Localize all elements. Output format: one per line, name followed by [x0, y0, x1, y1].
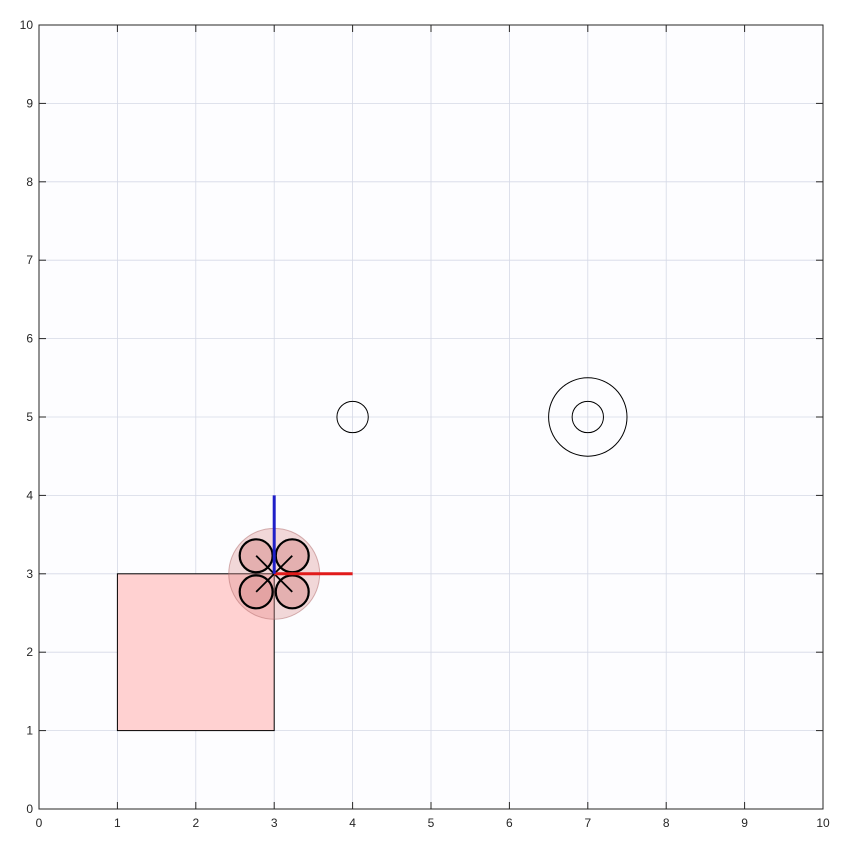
y-tick-label-2: 2: [26, 645, 33, 659]
y-tick-label-3: 3: [26, 567, 33, 581]
y-tick-label-10: 10: [20, 18, 34, 32]
y-tick-label-8: 8: [26, 175, 33, 189]
x-tick-label-2: 2: [192, 816, 199, 830]
y-tick-label-5: 5: [26, 410, 33, 424]
labels-layer: 0 1 2 3 4 5 6 7 8 9 10 0 1 2 3 4 5 6 7 8 9 10: [20, 18, 830, 830]
y-tick-label-6: 6: [26, 332, 33, 346]
x-tick-label-5: 5: [428, 816, 435, 830]
target-circle-3: [571, 400, 604, 434]
ticks-layer: [38, 24, 824, 810]
y-tick-label-9: 9: [26, 96, 33, 110]
x-tick-label-1: 1: [114, 816, 121, 830]
drone-layer: [228, 495, 353, 620]
target-circle-2: [548, 377, 628, 457]
x-tick-label-7: 7: [584, 816, 591, 830]
target-circle-1: [336, 400, 369, 434]
y-tick-label-0: 0: [26, 802, 33, 816]
x-tick-label-8: 8: [663, 816, 670, 830]
x-tick-label-10: 10: [816, 816, 830, 830]
x-tick-label-9: 9: [741, 816, 748, 830]
x-tick-label-3: 3: [271, 816, 278, 830]
y-tick-label-7: 7: [26, 253, 33, 267]
x-tick-label-0: 0: [36, 816, 43, 830]
y-tick-label-1: 1: [26, 724, 33, 738]
x-tick-label-6: 6: [506, 816, 513, 830]
y-tick-label-4: 4: [26, 488, 33, 502]
x-tick-label-4: 4: [349, 816, 356, 830]
